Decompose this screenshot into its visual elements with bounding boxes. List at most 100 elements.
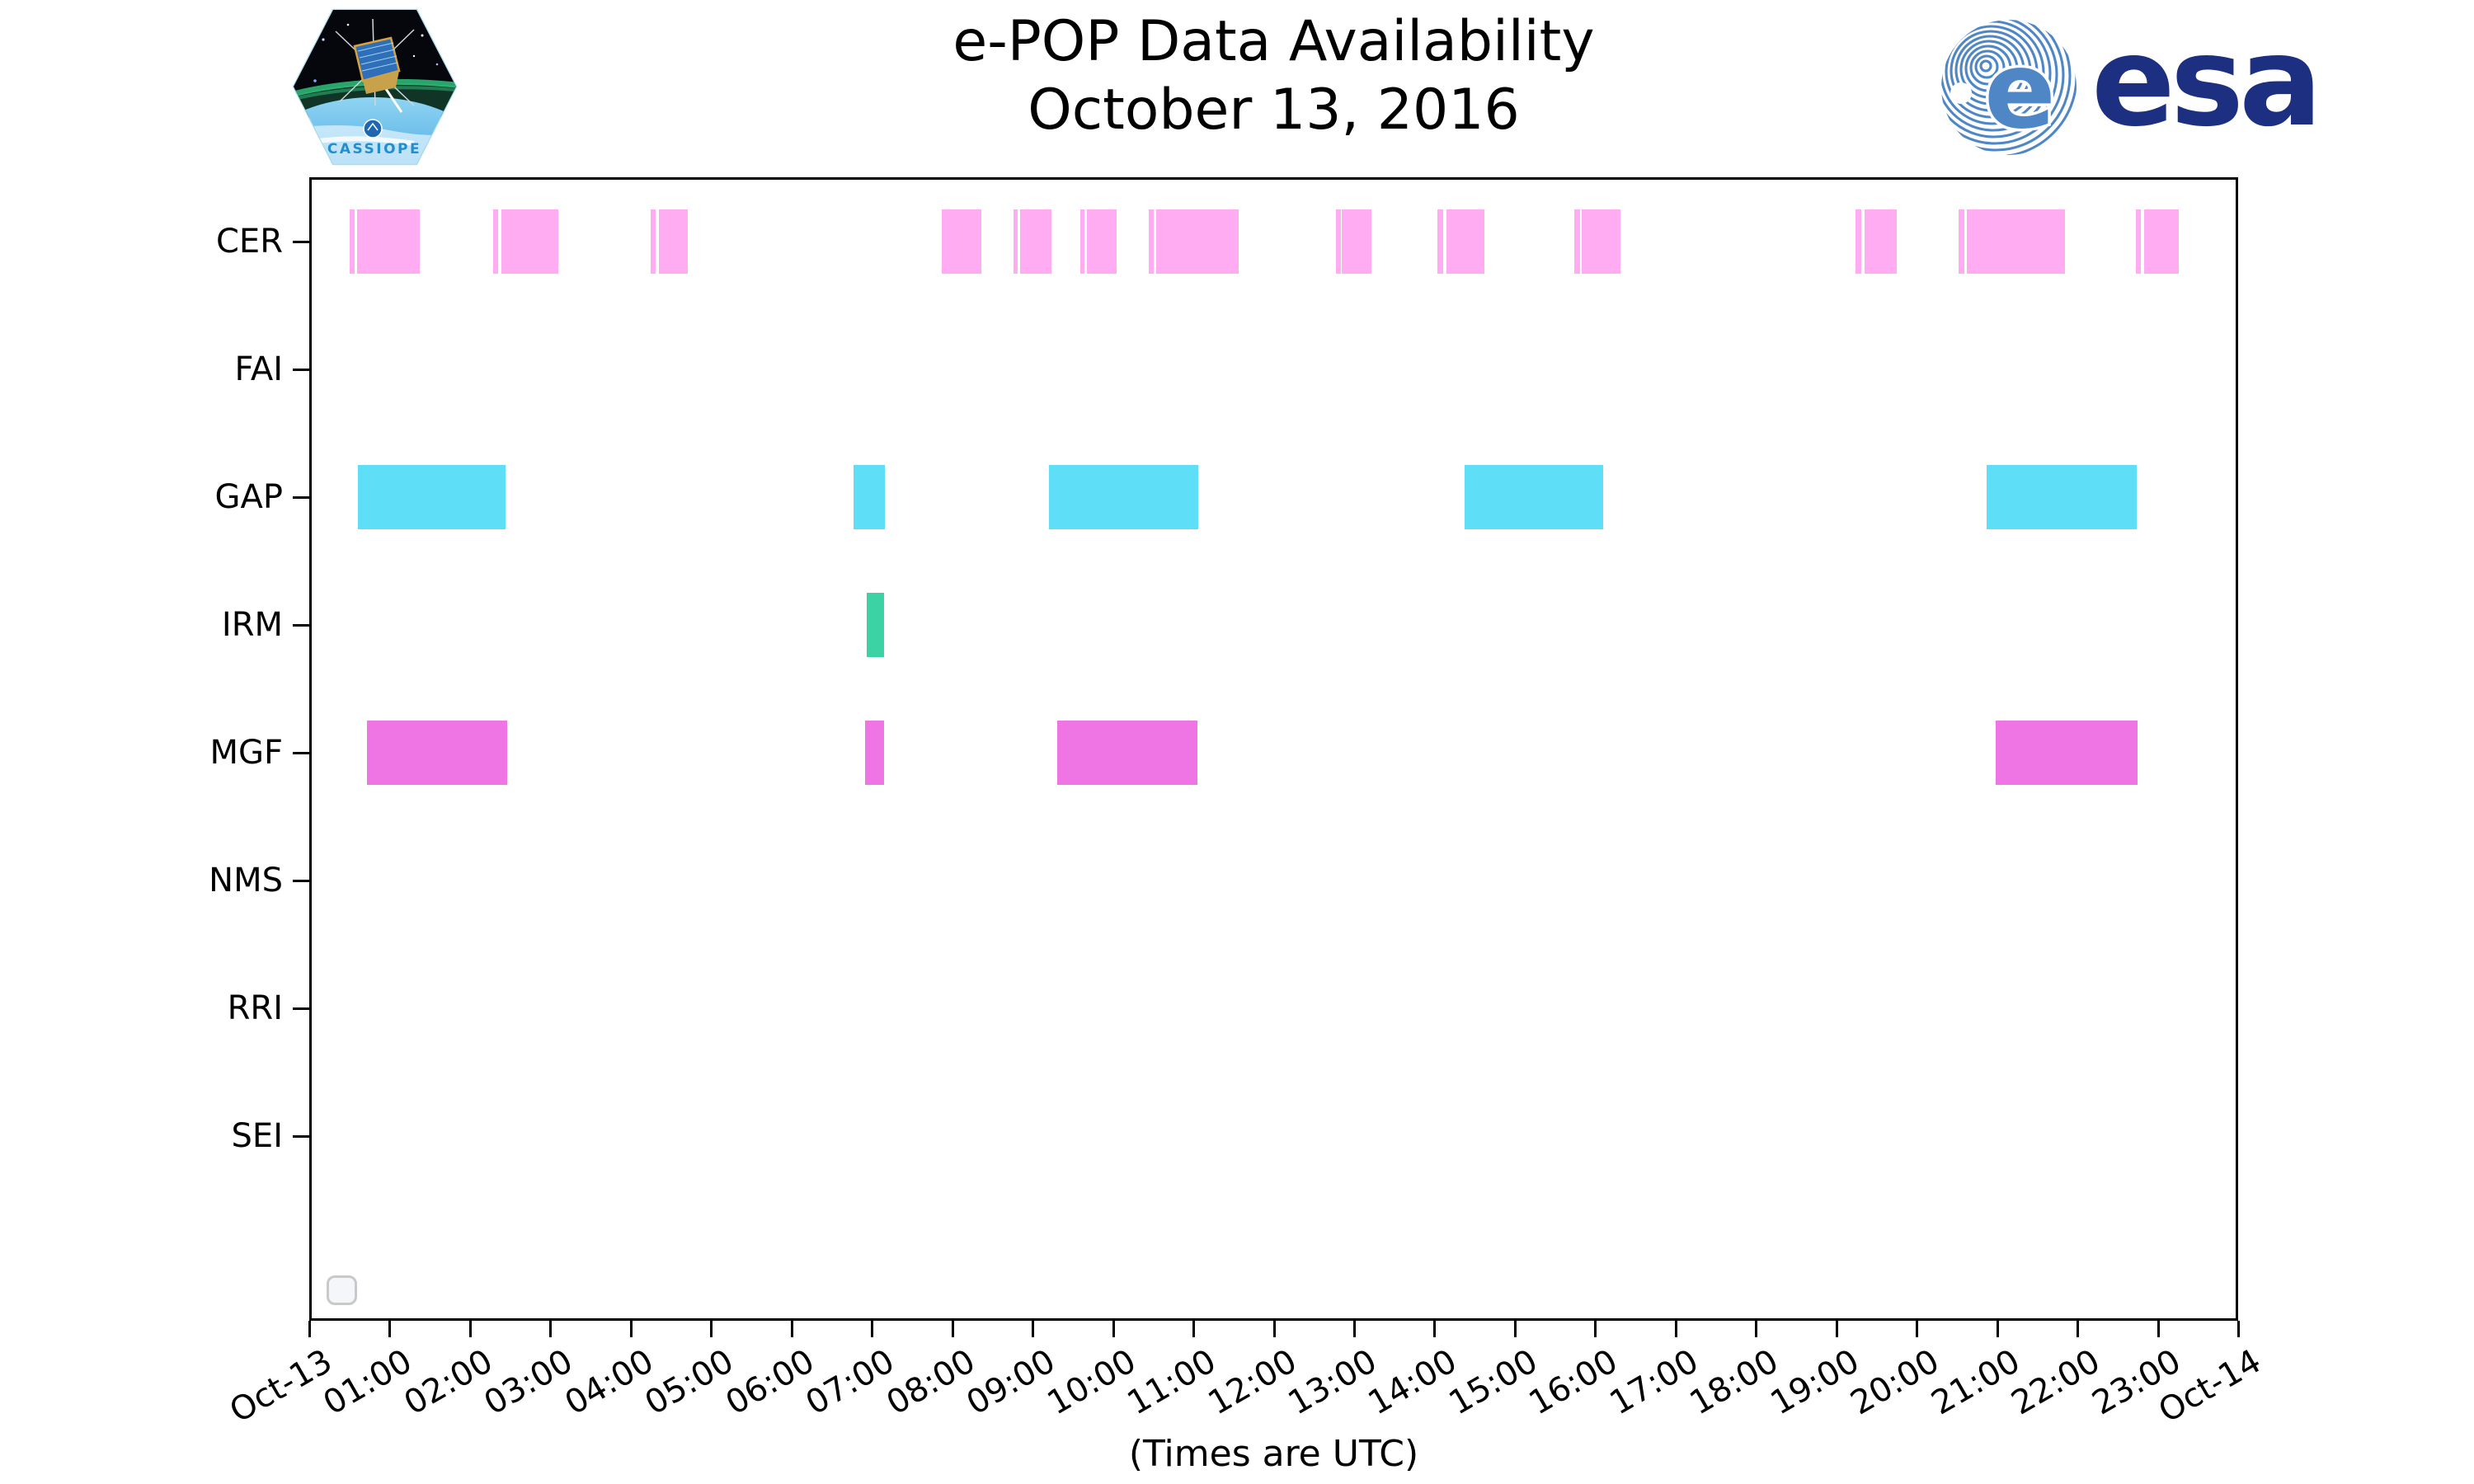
y-tick-label: NMS [209, 862, 283, 899]
x-tick [1755, 1321, 1757, 1337]
y-tick [293, 880, 309, 882]
availability-bar-gap [1465, 465, 1603, 529]
x-tick [388, 1321, 391, 1337]
availability-bar-irm [867, 593, 884, 657]
x-tick [1433, 1321, 1436, 1337]
availability-bar-cer [350, 209, 355, 274]
availability-bar-cer [2136, 209, 2141, 274]
x-tick [549, 1321, 552, 1337]
x-tick-label: 21:00 [1925, 1342, 2026, 1423]
y-tick-label: SEI [231, 1117, 283, 1155]
esa-swirl-dot [1950, 82, 1972, 104]
patch-satellite [335, 18, 415, 113]
x-tick [1675, 1321, 1677, 1337]
availability-bar-cer [493, 209, 498, 274]
x-tick-label: 12:00 [1202, 1342, 1303, 1423]
x-tick-label: 17:00 [1603, 1342, 1705, 1423]
x-tick-label: 08:00 [880, 1342, 981, 1423]
x-tick-label: 22:00 [2005, 1342, 2106, 1423]
availability-bar-mgf [1057, 721, 1197, 785]
x-axis-title: (Times are UTC) [1128, 1433, 1419, 1475]
cassiope-wordmark: CASSIOPE [327, 141, 421, 157]
availability-bar-cer [1336, 209, 1341, 274]
esa-wordmark: esa [2091, 15, 2317, 154]
x-tick-label: 05:00 [638, 1342, 740, 1423]
availability-bar-gap [1049, 465, 1198, 529]
y-tick [293, 241, 309, 243]
y-tick-label: GAP [214, 478, 283, 516]
availability-bar-mgf [865, 721, 884, 785]
availability-bar-cer [1856, 209, 1861, 274]
x-tick [1032, 1321, 1034, 1337]
x-tick [308, 1321, 311, 1337]
x-tick-label: 04:00 [558, 1342, 660, 1423]
availability-bar-cer [1149, 209, 1154, 274]
availability-bar-cer [501, 209, 558, 274]
x-tick-label: 14:00 [1362, 1342, 1463, 1423]
x-tick [1916, 1321, 1918, 1337]
availability-bar-cer [1342, 209, 1371, 274]
plot-area [309, 177, 2238, 1321]
y-tick [293, 624, 309, 627]
x-tick-label: 15:00 [1442, 1342, 1544, 1423]
x-tick [1192, 1321, 1195, 1337]
y-tick [293, 752, 309, 754]
y-tick-label: IRM [221, 606, 283, 644]
x-tick [871, 1321, 873, 1337]
availability-bar-mgf [367, 721, 507, 785]
availability-bar-cer [1967, 209, 2065, 274]
availability-bar-cer [942, 209, 981, 274]
x-tick-label: 19:00 [1764, 1342, 1865, 1423]
availability-bar-gap [1987, 465, 2137, 529]
x-tick [1112, 1321, 1115, 1337]
availability-bar-cer [1080, 209, 1084, 274]
x-tick [791, 1321, 793, 1337]
availability-bar-cer [1020, 209, 1051, 274]
esa-logo: e esa [1936, 11, 2324, 167]
availability-bar-cer [1156, 209, 1239, 274]
legend-box [327, 1275, 357, 1305]
x-tick [1836, 1321, 1838, 1337]
availability-bar-cer [1865, 209, 1897, 274]
chart-title-block: e-POP Data Availability October 13, 2016 [309, 8, 2238, 145]
patch-csa-badge [363, 119, 383, 139]
x-tick-label: 13:00 [1282, 1342, 1383, 1423]
x-tick [952, 1321, 954, 1337]
x-tick [710, 1321, 713, 1337]
availability-bar-cer [1014, 209, 1018, 274]
y-tick-label: CER [216, 223, 283, 261]
availability-bar-cer [1959, 209, 1964, 274]
availability-bar-cer [1087, 209, 1117, 274]
y-tick [293, 496, 309, 499]
x-tick [630, 1321, 633, 1337]
x-tick [1997, 1321, 1999, 1337]
availability-bar-cer [651, 209, 656, 274]
x-tick-label: 10:00 [1041, 1342, 1142, 1423]
availability-bar-cer [659, 209, 688, 274]
esa-swirl-globe: e [1941, 20, 2077, 155]
x-tick-label: 01:00 [317, 1342, 418, 1423]
x-tick [1273, 1321, 1276, 1337]
x-tick [1353, 1321, 1356, 1337]
x-tick-label: 07:00 [799, 1342, 901, 1423]
availability-bar-cer [2144, 209, 2179, 274]
x-tick-label: 18:00 [1683, 1342, 1785, 1423]
esa-e-glyph: e [1984, 30, 2056, 153]
x-tick-label: 16:00 [1522, 1342, 1624, 1423]
availability-bar-cer [1574, 209, 1580, 274]
availability-bar-cer [357, 209, 420, 274]
y-tick-label: RRI [227, 989, 283, 1027]
x-tick-label: 06:00 [719, 1342, 821, 1423]
x-tick-label: 20:00 [1844, 1342, 1945, 1423]
y-tick-label: MGF [209, 734, 283, 772]
availability-bar-cer [1437, 209, 1443, 274]
availability-bar-gap [358, 465, 506, 529]
x-tick [1594, 1321, 1597, 1337]
availability-bar-mgf [1996, 721, 2138, 785]
x-tick-label: 03:00 [477, 1342, 579, 1423]
x-tick [2237, 1321, 2240, 1337]
cassiope-mission-patch: CASSIOPE [290, 7, 459, 171]
x-tick [2077, 1321, 2079, 1337]
y-tick [293, 369, 309, 371]
chart-subtitle: October 13, 2016 [1028, 77, 1520, 143]
